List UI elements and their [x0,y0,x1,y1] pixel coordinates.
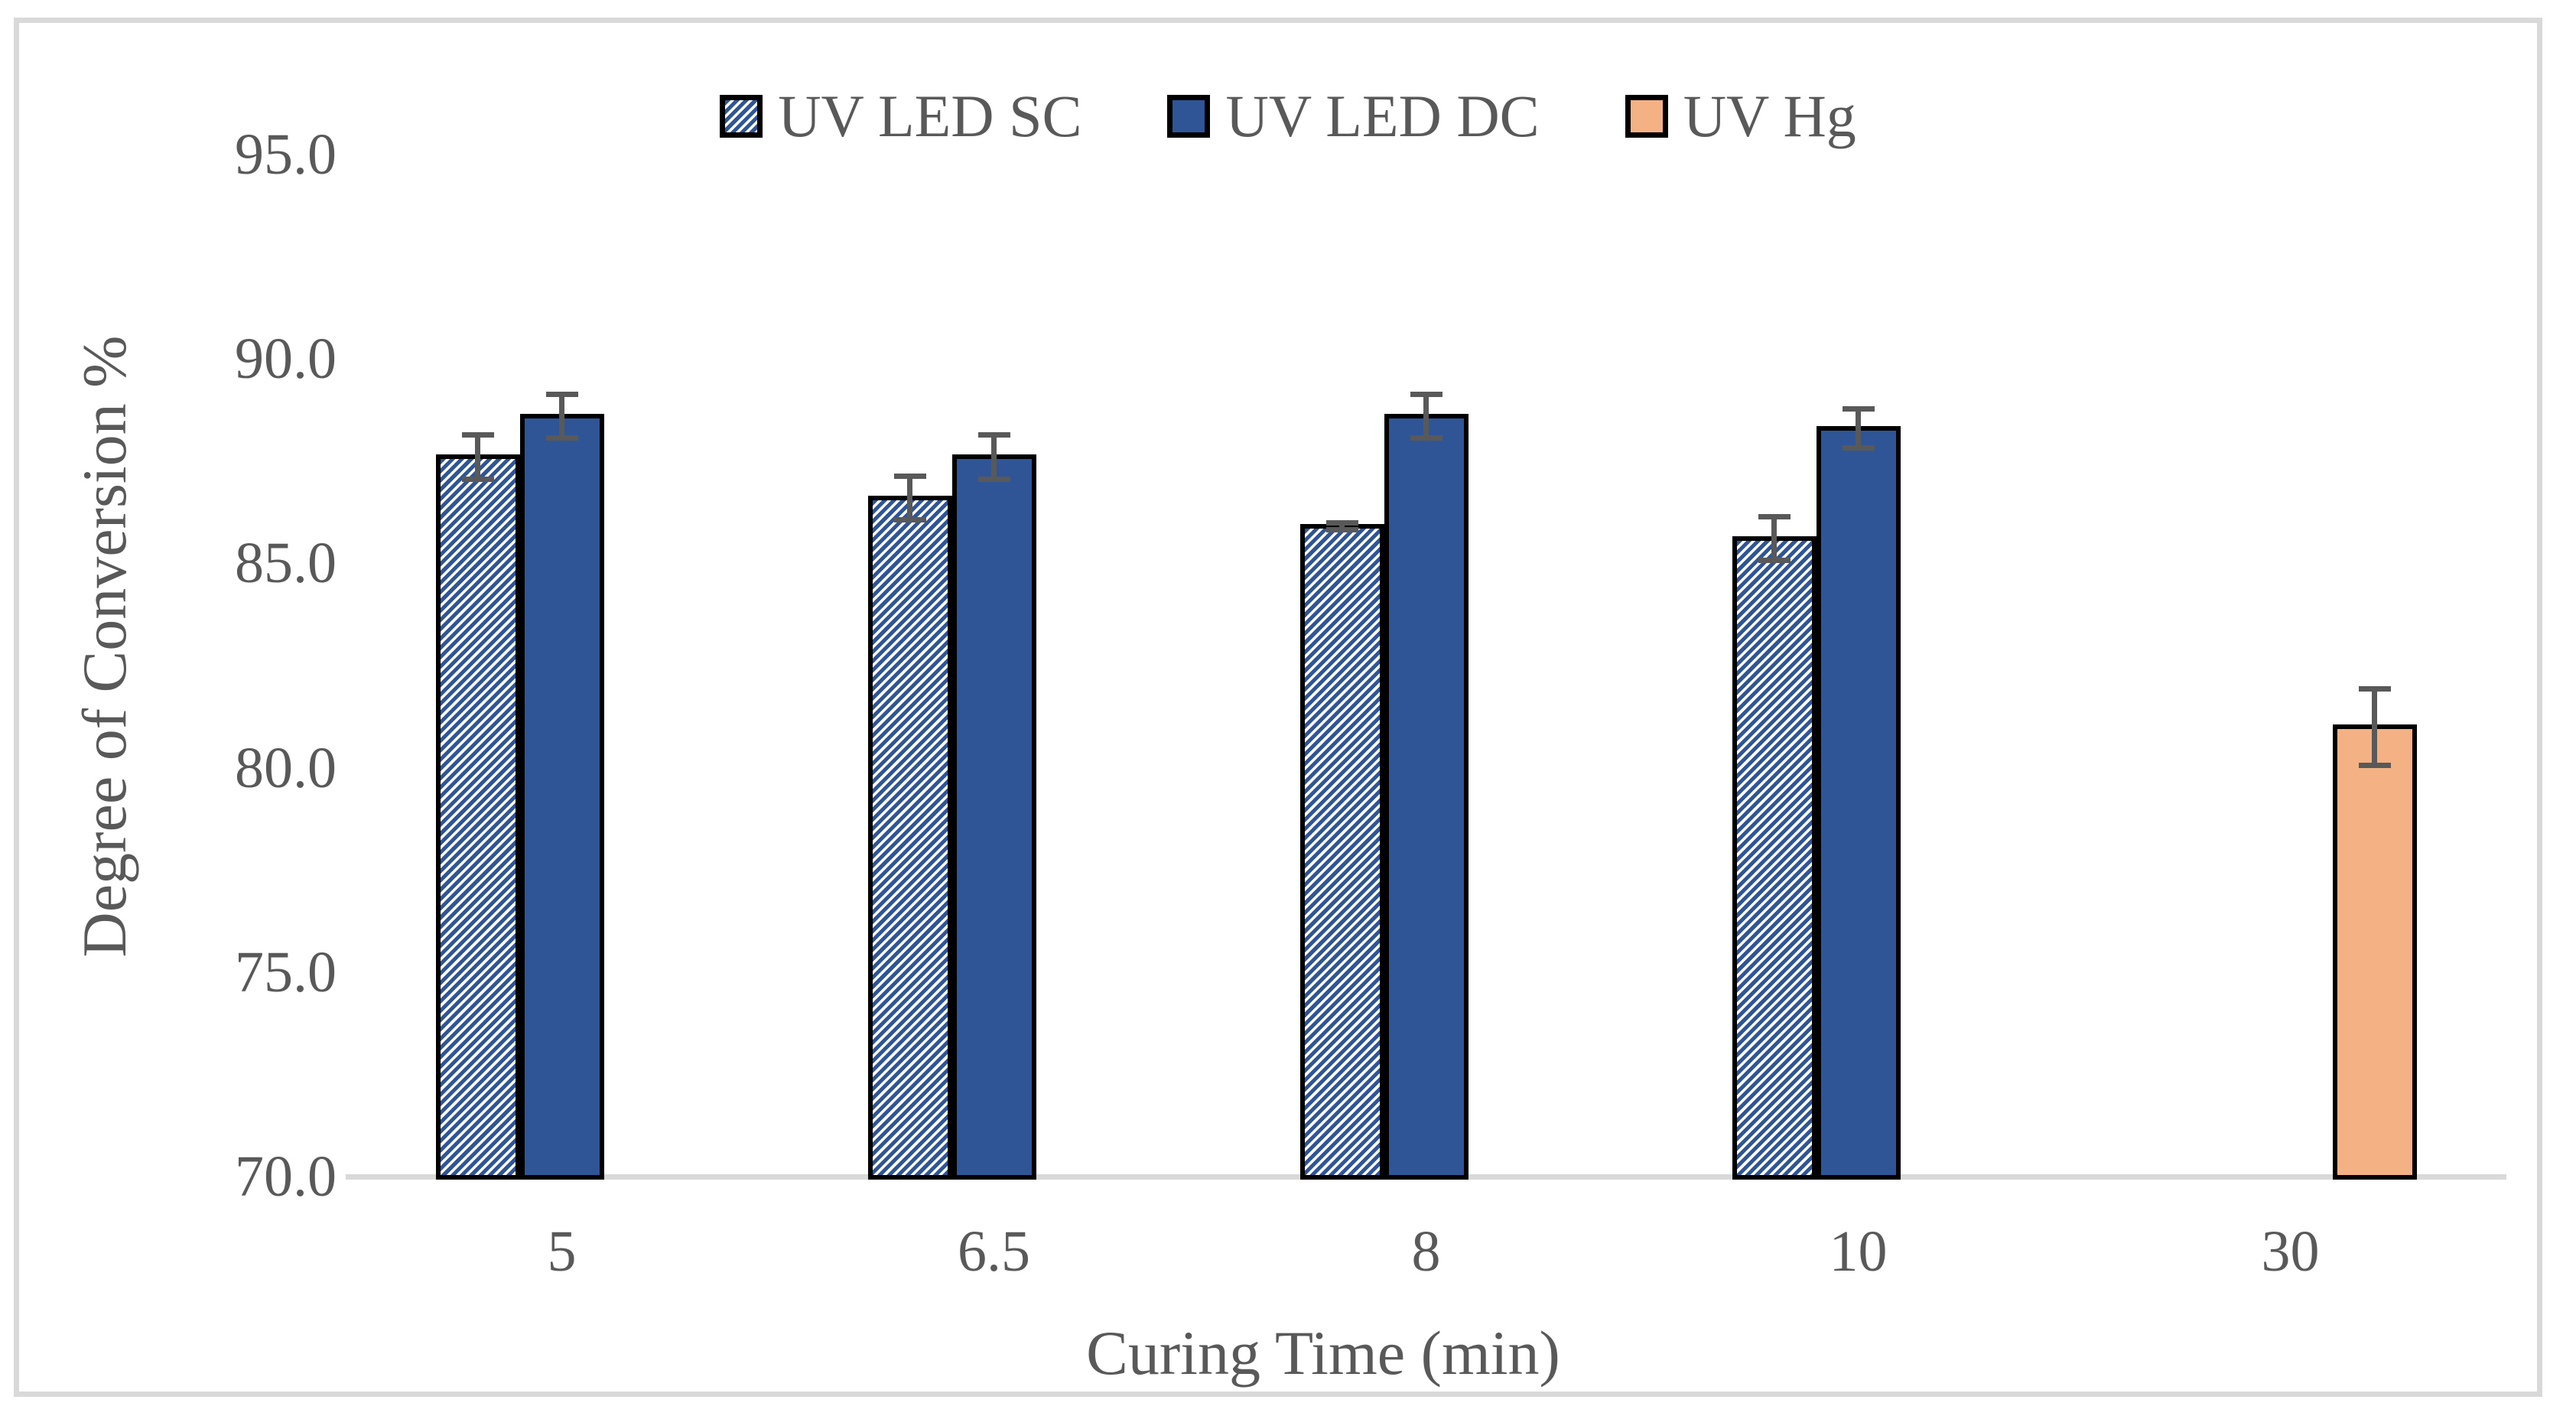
error-bar-cap [461,476,494,482]
error-bar-cap [893,516,926,522]
error-bar-uv-led-dc-8min [1410,391,1442,441]
legend-marker-uv-hg [1625,95,1668,138]
error-bar-uv-led-dc-6.5min [977,432,1010,482]
bar-uv-led-sc-5min [435,454,520,1180]
x-tick-10: 10 [1829,1219,1888,1284]
error-bar-cap [977,476,1010,482]
error-bar-line [2372,685,2377,768]
bar-uv-led-dc-8min [1384,414,1469,1180]
bar-uv-led-sc-8min [1299,524,1384,1180]
legend-marker-uv-led-dc [1167,95,1211,138]
error-bar-uv-led-sc-5min [461,432,494,482]
bar-uv-led-sc-6.5min [867,495,952,1180]
figure-border [14,18,2542,1397]
error-bar-line [1423,391,1429,441]
error-bar-uv-led-dc-5min [545,391,578,441]
y-tick-80.0: 80.0 [235,735,337,800]
bar-uv-led-dc-6.5min [951,454,1036,1180]
error-bar-uv-led-sc-6.5min [893,473,926,522]
y-axis-title: Degree of Conversion % [70,335,139,958]
x-tick-5: 5 [547,1219,577,1284]
error-bar-line [907,473,912,522]
x-tick-8: 8 [1411,1219,1441,1284]
error-bar-cap [545,435,578,441]
error-bar-line [1339,520,1345,533]
error-bar-line [991,432,997,482]
y-tick-85.0: 85.0 [235,531,337,596]
legend-item-uv-hg: UV Hg [1625,86,1856,146]
error-bar-uv-led-sc-10min [1758,514,1791,564]
error-bar-line [475,432,480,482]
error-bar-line [559,391,564,441]
bar-uv-hg-30min [2332,724,2417,1180]
legend-marker-uv-led-sc [720,95,763,138]
error-bar-cap [1758,558,1791,564]
bar-uv-led-dc-5min [519,414,604,1180]
x-tick-6.5: 6.5 [958,1219,1030,1284]
error-bar-cap [2358,762,2391,768]
x-axis-title: Curing Time (min) [1086,1318,1560,1388]
legend: UV LED SC UV LED DC UV Hg [0,70,2576,162]
error-bar-cap [1842,445,1875,451]
x-tick-30: 30 [2261,1219,2320,1284]
legend-label-uv-led-dc: UV LED DC [1225,83,1540,149]
bar-uv-led-sc-10min [1732,536,1817,1180]
error-bar-uv-led-sc-8min [1325,520,1358,533]
error-bar-uv-hg-30min [2358,685,2391,768]
y-tick-90.0: 90.0 [235,327,337,392]
error-bar-line [1856,405,1861,451]
legend-label-uv-hg: UV Hg [1683,83,1856,149]
error-bar-uv-led-dc-10min [1842,405,1875,451]
y-tick-75.0: 75.0 [235,939,337,1004]
error-bar-cap [1410,435,1442,441]
legend-item-uv-led-dc: UV LED DC [1167,83,1540,149]
error-bar-cap [1325,527,1358,533]
legend-item-uv-led-sc: UV LED SC [720,86,1081,146]
bar-uv-led-dc-10min [1816,426,1901,1180]
y-tick-70.0: 70.0 [235,1144,337,1209]
legend-label-uv-led-sc: UV LED SC [778,83,1082,149]
error-bar-line [1771,514,1777,564]
y-tick-95.0: 95.0 [235,122,337,187]
